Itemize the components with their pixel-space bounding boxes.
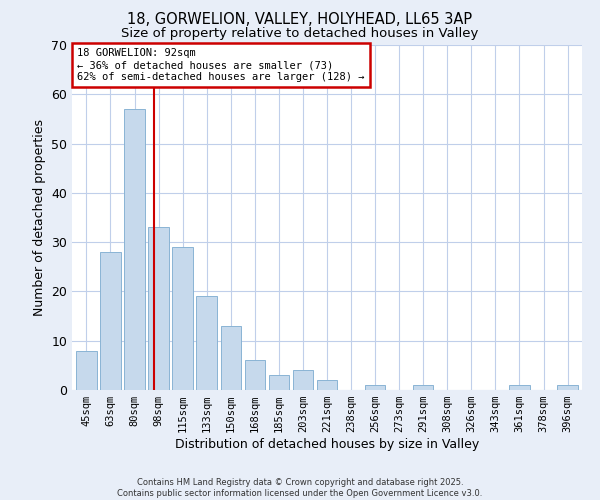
Bar	[245, 360, 265, 390]
Bar	[509, 385, 530, 390]
Text: 18, GORWELION, VALLEY, HOLYHEAD, LL65 3AP: 18, GORWELION, VALLEY, HOLYHEAD, LL65 3A…	[127, 12, 473, 28]
Text: 18 GORWELION: 92sqm
← 36% of detached houses are smaller (73)
62% of semi-detach: 18 GORWELION: 92sqm ← 36% of detached ho…	[77, 48, 365, 82]
Text: Size of property relative to detached houses in Valley: Size of property relative to detached ho…	[121, 28, 479, 40]
Bar	[172, 247, 193, 390]
Bar	[365, 385, 385, 390]
Bar	[221, 326, 241, 390]
Bar	[76, 350, 97, 390]
Bar	[293, 370, 313, 390]
Bar	[317, 380, 337, 390]
Bar	[196, 296, 217, 390]
Bar	[557, 385, 578, 390]
Y-axis label: Number of detached properties: Number of detached properties	[32, 119, 46, 316]
X-axis label: Distribution of detached houses by size in Valley: Distribution of detached houses by size …	[175, 438, 479, 451]
Bar	[124, 109, 145, 390]
Bar	[413, 385, 433, 390]
Text: Contains HM Land Registry data © Crown copyright and database right 2025.
Contai: Contains HM Land Registry data © Crown c…	[118, 478, 482, 498]
Bar	[148, 228, 169, 390]
Bar	[100, 252, 121, 390]
Bar	[269, 375, 289, 390]
